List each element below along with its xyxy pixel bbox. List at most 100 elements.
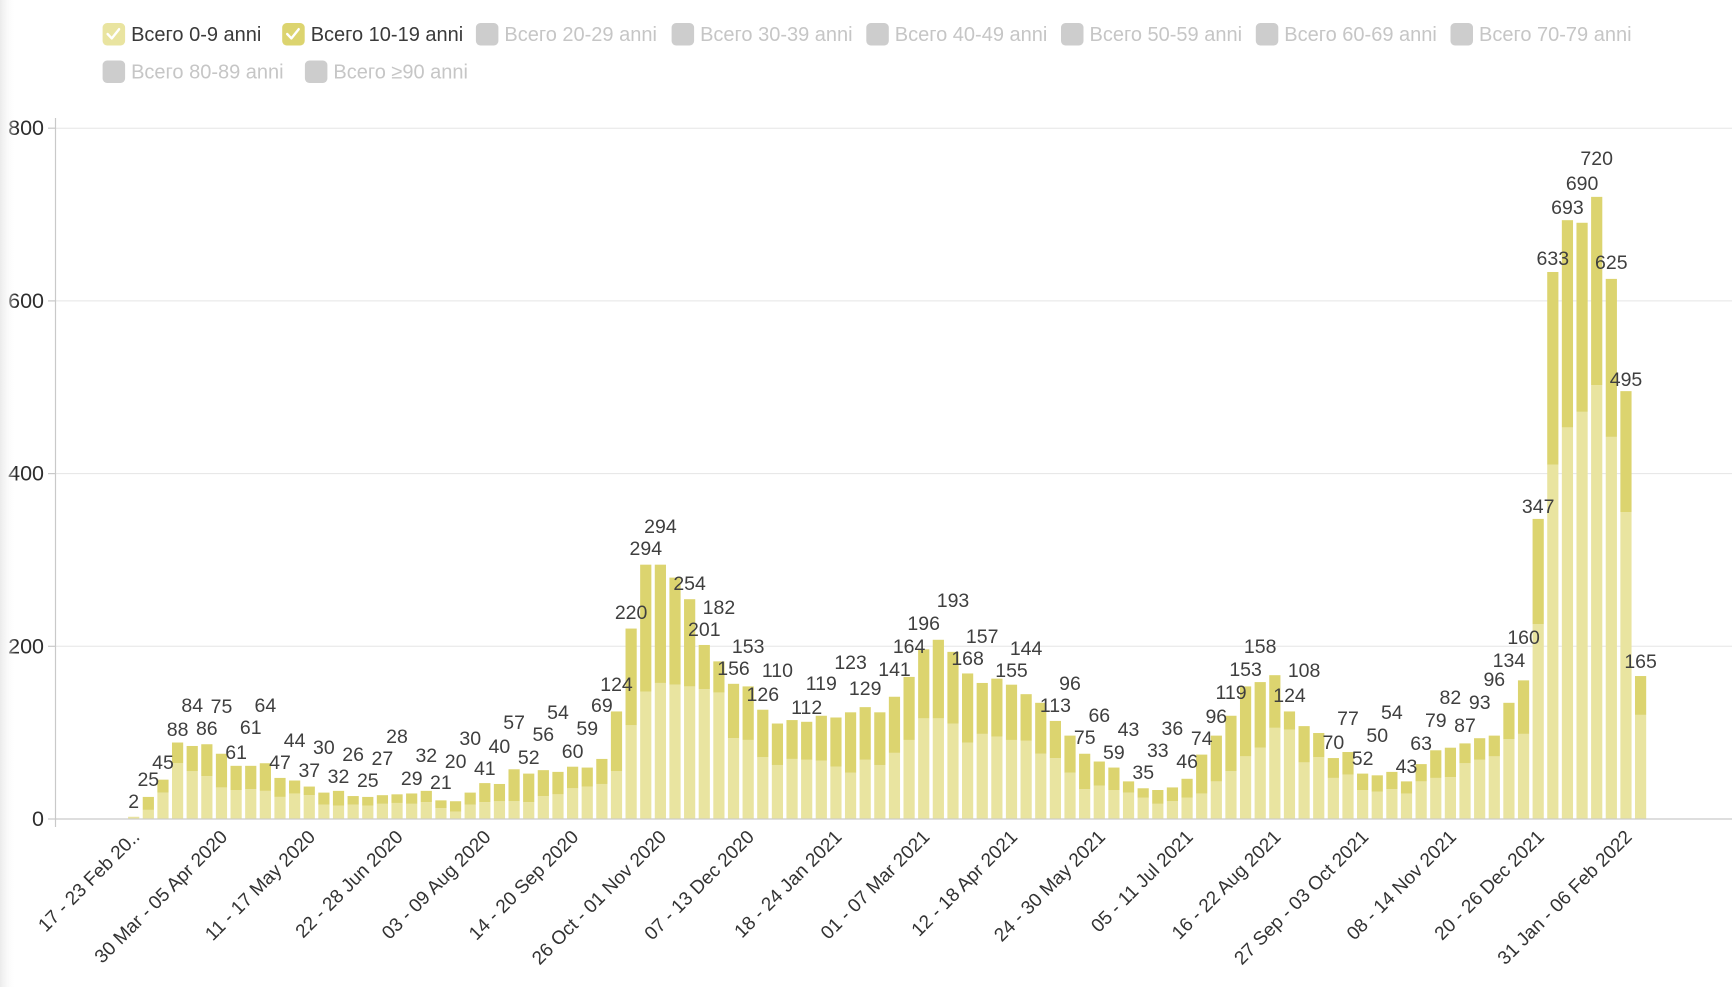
svg-text:75: 75 [211, 696, 233, 718]
svg-text:164: 164 [893, 636, 926, 658]
svg-text:294: 294 [644, 516, 677, 538]
svg-text:82: 82 [1440, 687, 1462, 709]
svg-text:21: 21 [430, 772, 452, 794]
svg-text:36: 36 [1162, 718, 1184, 740]
svg-text:144: 144 [1010, 638, 1043, 660]
svg-text:112: 112 [791, 697, 822, 719]
svg-text:43: 43 [1118, 719, 1140, 741]
svg-text:123: 123 [834, 652, 867, 674]
svg-text:28: 28 [386, 726, 408, 748]
svg-text:77: 77 [1337, 708, 1359, 730]
svg-text:119: 119 [1215, 682, 1246, 704]
svg-text:50: 50 [1366, 725, 1388, 747]
svg-text:126: 126 [747, 684, 780, 706]
svg-text:201: 201 [688, 619, 721, 641]
svg-text:108: 108 [1288, 660, 1321, 682]
svg-text:625: 625 [1595, 252, 1628, 274]
svg-text:693: 693 [1551, 197, 1584, 219]
svg-text:30: 30 [459, 728, 481, 750]
svg-text:25: 25 [137, 769, 159, 791]
svg-text:45: 45 [152, 752, 174, 774]
svg-text:52: 52 [518, 747, 540, 769]
svg-text:47: 47 [269, 752, 291, 774]
svg-text:33: 33 [1147, 740, 1169, 762]
svg-text:30: 30 [313, 737, 335, 759]
svg-text:193: 193 [937, 590, 970, 612]
svg-text:294: 294 [630, 538, 663, 560]
svg-text:113: 113 [1040, 695, 1071, 717]
svg-text:87: 87 [1454, 715, 1476, 737]
svg-text:40: 40 [489, 736, 511, 758]
svg-text:43: 43 [1396, 756, 1418, 778]
svg-text:720: 720 [1580, 148, 1613, 170]
svg-text:96: 96 [1205, 706, 1227, 728]
svg-text:Всего 50-59 anni: Всего 50-59 anni [1090, 24, 1243, 46]
svg-text:64: 64 [255, 695, 277, 717]
svg-text:Всего 20-29 anni: Всего 20-29 anni [504, 24, 657, 46]
svg-text:0: 0 [32, 807, 44, 831]
svg-text:32: 32 [415, 745, 437, 767]
svg-text:35: 35 [1132, 762, 1154, 784]
svg-text:Всего 80-89 anni: Всего 80-89 anni [131, 62, 284, 84]
svg-text:110: 110 [762, 660, 793, 682]
svg-text:75: 75 [1074, 727, 1096, 749]
svg-text:46: 46 [1176, 751, 1198, 773]
svg-text:41: 41 [474, 758, 496, 780]
svg-text:29: 29 [401, 768, 423, 790]
svg-text:37: 37 [298, 760, 320, 782]
svg-text:160: 160 [1507, 627, 1540, 649]
svg-text:119: 119 [806, 673, 837, 695]
svg-text:Всего ≥90 anni: Всего ≥90 anni [333, 62, 468, 84]
svg-text:Всего 0-9 anni: Всего 0-9 anni [131, 24, 261, 46]
svg-text:59: 59 [1103, 742, 1125, 764]
svg-text:196: 196 [907, 613, 940, 635]
svg-text:52: 52 [1352, 748, 1374, 770]
svg-text:347: 347 [1522, 496, 1555, 518]
svg-text:86: 86 [196, 718, 218, 740]
svg-text:124: 124 [600, 674, 633, 696]
svg-text:44: 44 [284, 730, 306, 752]
svg-text:88: 88 [167, 719, 189, 741]
svg-text:74: 74 [1191, 728, 1213, 750]
svg-text:54: 54 [1381, 702, 1403, 724]
svg-text:Всего 30-39 anni: Всего 30-39 anni [700, 24, 853, 46]
svg-text:57: 57 [503, 712, 525, 734]
svg-text:254: 254 [673, 573, 706, 595]
svg-text:32: 32 [328, 766, 350, 788]
svg-text:124: 124 [1273, 685, 1306, 707]
svg-text:Всего 60-69 anni: Всего 60-69 anni [1284, 24, 1437, 46]
svg-text:54: 54 [547, 702, 569, 724]
svg-text:61: 61 [240, 717, 262, 739]
svg-text:168: 168 [951, 648, 984, 670]
svg-text:70: 70 [1323, 732, 1345, 754]
svg-text:96: 96 [1059, 673, 1081, 695]
svg-text:182: 182 [703, 597, 736, 619]
svg-text:93: 93 [1469, 692, 1491, 714]
svg-text:63: 63 [1410, 733, 1432, 755]
svg-text:69: 69 [591, 695, 613, 717]
svg-text:96: 96 [1483, 669, 1505, 691]
svg-text:156: 156 [717, 658, 750, 680]
svg-text:59: 59 [576, 718, 598, 740]
svg-text:157: 157 [966, 626, 999, 648]
svg-text:153: 153 [732, 636, 765, 658]
svg-text:60: 60 [562, 741, 584, 763]
svg-text:153: 153 [1229, 659, 1262, 681]
svg-text:Всего 70-79 anni: Всего 70-79 anni [1479, 24, 1632, 46]
svg-text:690: 690 [1566, 173, 1599, 195]
svg-text:20: 20 [445, 751, 467, 773]
svg-text:155: 155 [995, 660, 1028, 682]
svg-text:Всего 10-19 anni: Всего 10-19 anni [311, 24, 464, 46]
svg-text:2: 2 [128, 791, 139, 813]
svg-text:25: 25 [357, 770, 379, 792]
svg-text:129: 129 [849, 678, 882, 700]
svg-text:66: 66 [1088, 705, 1110, 727]
svg-text:495: 495 [1610, 369, 1643, 391]
svg-text:79: 79 [1425, 710, 1447, 732]
svg-text:56: 56 [532, 724, 554, 746]
svg-text:84: 84 [181, 695, 203, 717]
svg-text:Всего 40-49 anni: Всего 40-49 anni [895, 24, 1048, 46]
svg-text:27: 27 [372, 748, 394, 770]
svg-text:165: 165 [1624, 651, 1657, 673]
svg-text:141: 141 [878, 659, 911, 681]
